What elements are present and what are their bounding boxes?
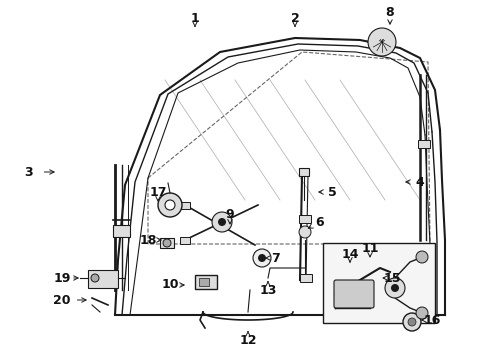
Bar [299, 168, 309, 176]
Bar [88, 270, 118, 288]
Circle shape [158, 193, 182, 217]
FancyBboxPatch shape [334, 280, 374, 308]
Circle shape [416, 251, 428, 263]
Circle shape [253, 249, 271, 267]
Text: 16: 16 [423, 314, 441, 327]
Text: 11: 11 [361, 242, 379, 255]
Text: 14: 14 [341, 248, 359, 261]
Text: 15: 15 [383, 271, 401, 284]
Bar [113, 225, 130, 237]
Circle shape [368, 28, 396, 56]
Circle shape [218, 218, 226, 226]
Circle shape [408, 318, 416, 326]
Bar [299, 215, 311, 223]
Bar [195, 275, 217, 289]
Circle shape [212, 212, 232, 232]
Circle shape [165, 200, 175, 210]
Text: 20: 20 [53, 293, 71, 306]
Bar [323, 243, 435, 323]
Text: 13: 13 [259, 284, 277, 297]
Text: 4: 4 [416, 175, 424, 189]
Circle shape [91, 274, 99, 282]
Circle shape [391, 284, 399, 292]
Text: 5: 5 [328, 185, 336, 198]
Text: 8: 8 [386, 5, 394, 18]
Text: 19: 19 [53, 271, 71, 284]
Circle shape [403, 313, 421, 331]
Circle shape [258, 254, 266, 262]
Circle shape [163, 239, 171, 247]
Text: 18: 18 [139, 234, 157, 247]
Text: 9: 9 [226, 208, 234, 221]
Text: 3: 3 [24, 166, 32, 179]
Text: 1: 1 [191, 12, 199, 24]
Text: 6: 6 [316, 216, 324, 229]
Text: 10: 10 [161, 279, 179, 292]
Text: 12: 12 [239, 333, 257, 346]
Circle shape [416, 307, 428, 319]
Circle shape [385, 278, 405, 298]
Text: 2: 2 [291, 12, 299, 24]
Bar [300, 274, 312, 282]
Bar [418, 140, 430, 148]
Bar [180, 202, 190, 209]
Bar [199, 278, 209, 286]
Bar [160, 238, 174, 248]
Text: 7: 7 [270, 252, 279, 265]
Text: 17: 17 [149, 185, 167, 198]
Circle shape [299, 226, 311, 238]
Bar [180, 237, 190, 244]
